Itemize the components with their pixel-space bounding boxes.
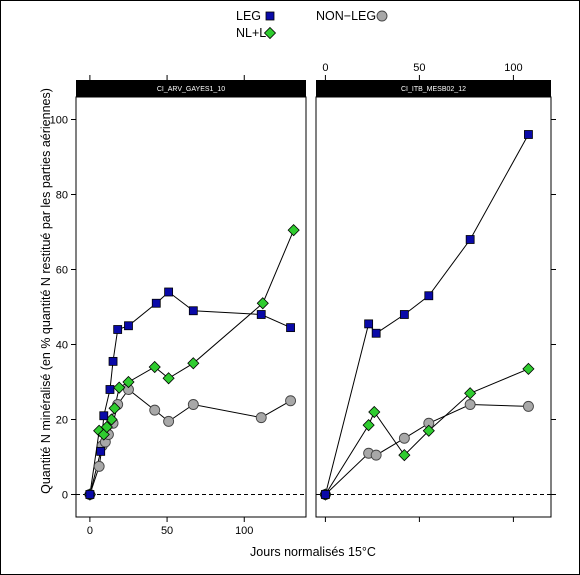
- x-tick-label: 100: [504, 62, 522, 74]
- legend-entry: LEG: [236, 9, 275, 23]
- leg-point: [399, 310, 409, 319]
- leg-point: [105, 385, 115, 394]
- leg-point: [256, 310, 266, 319]
- nl-l-point: [368, 405, 381, 419]
- nl-l-point: [148, 360, 161, 374]
- leg-point: [364, 319, 374, 329]
- leg-point: [99, 411, 109, 421]
- markers-square: [320, 130, 533, 499]
- series-line: [89, 291, 291, 495]
- leg-point: [320, 490, 330, 499]
- leg-point: [96, 446, 106, 456]
- x-tick-label: 50: [413, 62, 425, 74]
- non-leg-point: [398, 432, 410, 444]
- nl-l-point: [256, 297, 269, 310]
- panel-strip: [76, 80, 306, 97]
- nl-l-point: [362, 419, 375, 432]
- leg-point: [424, 291, 434, 301]
- panel-title: CI_ARV_GAYES1_10: [157, 86, 225, 93]
- panel-frame: [315, 96, 552, 518]
- y-tick-label: 20: [56, 415, 68, 427]
- leg-point: [151, 298, 161, 308]
- non-leg-point: [285, 395, 297, 407]
- legend-label: NL+L: [236, 26, 266, 40]
- leg-point: [265, 11, 275, 21]
- leg-point: [164, 287, 174, 297]
- nl-l-point: [100, 420, 113, 434]
- leg-point: [124, 321, 133, 331]
- panel-2: CI_ITB_MESB02_12 0 50 100: [315, 62, 556, 522]
- panel-frame: [75, 96, 307, 518]
- nl-l-point: [422, 424, 435, 437]
- nl-l-point: [187, 357, 200, 370]
- y-tick-label: 0: [62, 490, 68, 502]
- non-leg-point: [93, 460, 105, 472]
- y-tick-label: 80: [56, 190, 68, 202]
- nl-l-point: [398, 449, 411, 462]
- y-axis-title: Quantité N minéralisé (en % quantité N r…: [39, 88, 53, 494]
- non-leg-point: [370, 449, 382, 461]
- legend-entry: NL+L: [236, 26, 277, 40]
- panel-title: CI_ITB_MESB02_12: [401, 86, 466, 93]
- nl-l-point: [113, 381, 126, 394]
- markers-square: [85, 287, 295, 499]
- y-tick-label: 100: [50, 115, 68, 127]
- leg-point: [371, 328, 381, 338]
- nl-l-point: [263, 26, 277, 40]
- nl-l-point: [122, 375, 135, 389]
- panels: CI_ARV_GAYES1_100 50 100020406080100CI_ITB…: [50, 62, 556, 537]
- leg-point: [85, 490, 95, 499]
- legend: LEG NON−LEG NL+L: [236, 9, 388, 40]
- y-tick-label: 40: [56, 340, 68, 352]
- nl-l-point: [464, 387, 477, 400]
- leg-point: [524, 130, 533, 139]
- legend-label: NON−LEG: [316, 9, 376, 23]
- leg-point: [188, 306, 198, 316]
- leg-point: [108, 356, 118, 366]
- x-axis-title: Jours normalisés 15°C: [250, 545, 376, 559]
- non-leg-point: [255, 412, 267, 424]
- non-leg-point: [522, 400, 534, 412]
- panel-strip: [316, 80, 551, 97]
- leg-point: [286, 323, 295, 333]
- panel-1: CI_ARV_GAYES1_10 0 50 100 0 20 40 60 80 100: [50, 75, 307, 537]
- x-tick-label: 50: [161, 525, 173, 537]
- y-tick-label: 60: [56, 265, 68, 277]
- non-leg-point: [464, 399, 476, 410]
- legend-label: LEG: [236, 9, 261, 23]
- non-leg-point: [376, 10, 388, 22]
- nl-l-point: [162, 372, 175, 385]
- leg-point: [465, 235, 475, 244]
- series-square: [89, 291, 291, 495]
- nl-l-point: [522, 362, 535, 375]
- x-tick-label: 0: [87, 525, 93, 537]
- legend-entry: NON−LEG: [316, 9, 388, 23]
- nl-l-point: [287, 224, 300, 237]
- non-leg-point: [163, 415, 175, 427]
- non-leg-point: [149, 404, 161, 416]
- non-leg-point: [187, 399, 199, 410]
- x-tick-label: 0: [322, 62, 328, 74]
- x-tick-label: 100: [235, 525, 253, 537]
- leg-point: [113, 325, 123, 334]
- nl-l-point: [108, 402, 121, 415]
